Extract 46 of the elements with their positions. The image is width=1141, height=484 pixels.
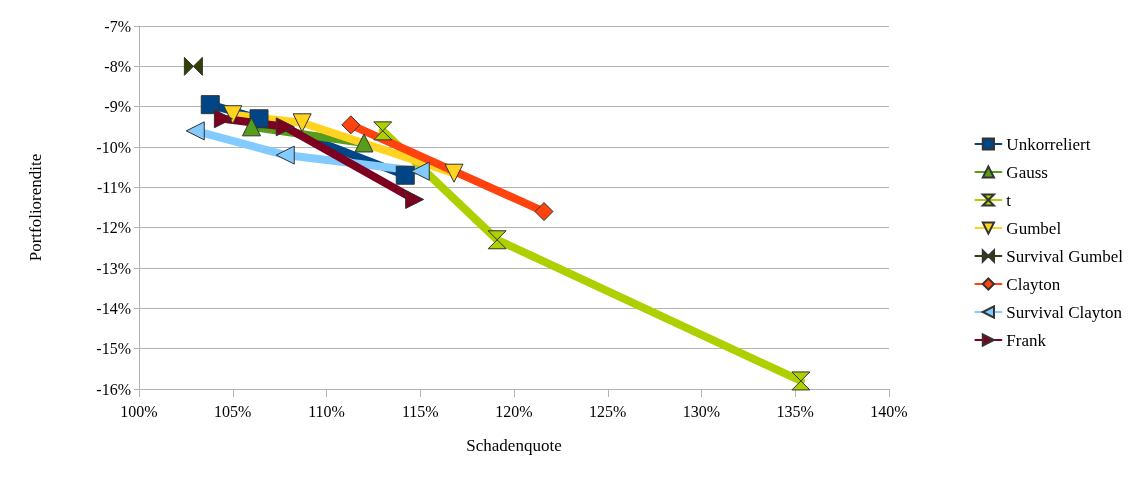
y-tick-label: -16% (96, 380, 131, 398)
legend-label: Clayton (1006, 274, 1061, 294)
point (183, 56, 203, 76)
y-tick-label: -15% (96, 340, 131, 358)
point (275, 117, 295, 137)
y-tick-label: -8% (104, 57, 131, 75)
legend-label: Gauss (1006, 162, 1048, 182)
x-tick-label: 135% (776, 402, 814, 420)
legend-label: Survival Gumbel (1006, 246, 1124, 266)
point (410, 161, 430, 181)
point (213, 109, 233, 129)
x-tick-label: 105% (214, 402, 252, 420)
point (200, 95, 220, 115)
point (534, 202, 554, 222)
x-tick-label: 110% (308, 402, 345, 420)
x-tick-label: 115% (401, 402, 439, 420)
y-tick-label: -9% (104, 98, 131, 116)
y-tick-label: -10% (96, 138, 131, 156)
point (395, 165, 415, 185)
point (292, 113, 312, 133)
y-tick-label: -14% (96, 299, 131, 317)
point (223, 105, 243, 125)
y-tick-label: -12% (96, 219, 131, 237)
legend-label: t (1006, 190, 1012, 210)
point (185, 121, 205, 141)
legend-label: Survival Clayton (1006, 302, 1123, 322)
x-tick-label: 125% (589, 402, 627, 420)
point (791, 371, 811, 391)
point (487, 230, 507, 250)
legend-label: Gumbel (1006, 218, 1062, 238)
x-tick-label: 130% (682, 402, 721, 420)
point (341, 115, 361, 135)
y-tick-label: -11% (96, 178, 131, 196)
y-tick-label: -7% (104, 17, 131, 35)
x-tick-label: 120% (495, 402, 533, 420)
x-axis-title: Schadenquote (466, 436, 562, 455)
y-axis-title: Portfoliorendite (26, 153, 45, 262)
point (444, 163, 464, 183)
point (275, 145, 295, 165)
x-tick-label: 140% (870, 402, 908, 420)
legend-label: Frank (1006, 330, 1047, 350)
legend-label: Unkorreliert (1006, 134, 1091, 154)
x-tick-label: 100% (120, 402, 158, 420)
point (373, 121, 393, 141)
point (405, 189, 425, 209)
y-tick-label: -13% (96, 259, 131, 277)
